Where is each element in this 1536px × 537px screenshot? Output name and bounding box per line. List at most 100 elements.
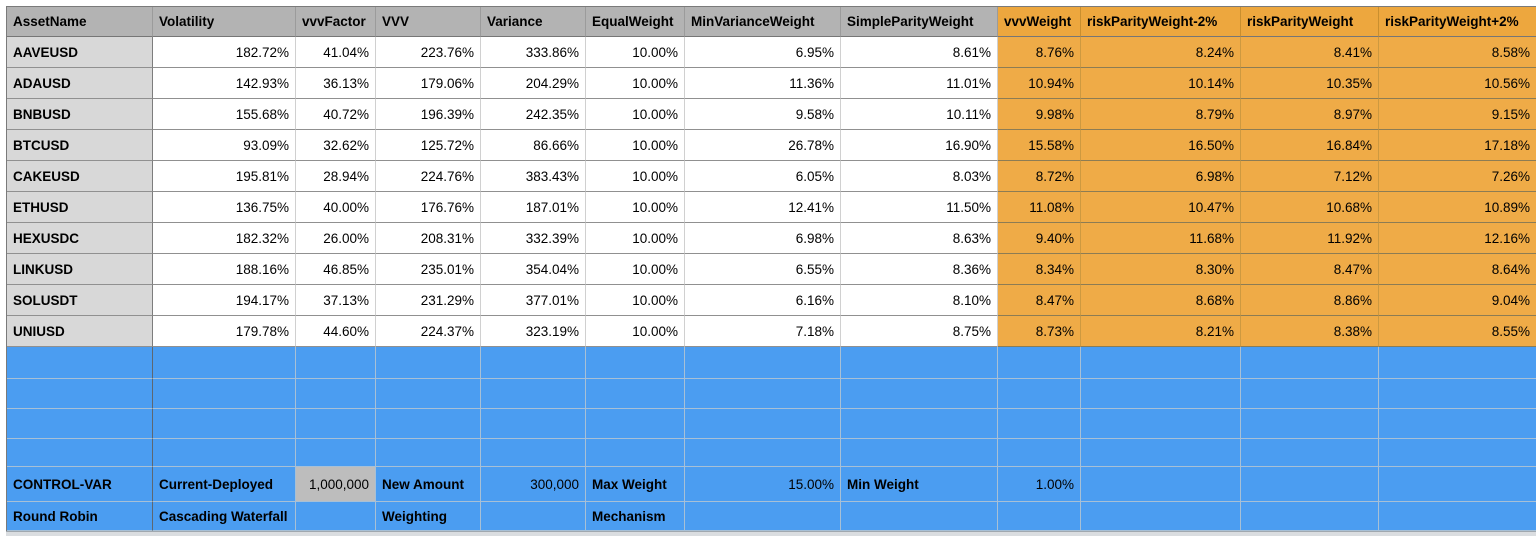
empty-cell[interactable]: [841, 379, 998, 409]
empty-cell[interactable]: [296, 379, 376, 409]
value-cell[interactable]: 93.09%: [153, 130, 296, 161]
value-cell[interactable]: 224.76%: [376, 161, 481, 192]
value-cell[interactable]: 187.01%: [481, 192, 586, 223]
empty-cell[interactable]: [998, 347, 1081, 379]
value-cell[interactable]: 11.36%: [685, 68, 841, 99]
value-cell[interactable]: 32.62%: [296, 130, 376, 161]
empty-cell[interactable]: [1241, 409, 1379, 439]
value-cell[interactable]: 155.68%: [153, 99, 296, 130]
empty-cell[interactable]: [296, 439, 376, 467]
value-cell[interactable]: 7.12%: [1241, 161, 1379, 192]
value-cell[interactable]: 26.00%: [296, 223, 376, 254]
current-deployed-input[interactable]: 1,000,000: [296, 467, 376, 502]
value-cell[interactable]: 223.76%: [376, 37, 481, 68]
new-amount-value[interactable]: 300,000: [481, 467, 586, 502]
empty-cell[interactable]: [153, 439, 296, 467]
empty-cell[interactable]: [296, 502, 376, 531]
column-header-0[interactable]: AssetName: [7, 7, 153, 37]
value-cell[interactable]: 6.16%: [685, 285, 841, 316]
value-cell[interactable]: 10.56%: [1379, 68, 1536, 99]
empty-cell[interactable]: [841, 347, 998, 379]
empty-cell[interactable]: [1379, 467, 1536, 502]
value-cell[interactable]: 332.39%: [481, 223, 586, 254]
empty-cell[interactable]: [376, 439, 481, 467]
value-cell[interactable]: 231.29%: [376, 285, 481, 316]
value-cell[interactable]: 9.04%: [1379, 285, 1536, 316]
control-var-label[interactable]: CONTROL-VAR: [7, 467, 153, 502]
empty-cell[interactable]: [153, 409, 296, 439]
value-cell[interactable]: 10.00%: [586, 37, 685, 68]
value-cell[interactable]: 36.13%: [296, 68, 376, 99]
value-cell[interactable]: 194.17%: [153, 285, 296, 316]
column-header-2[interactable]: vvvFactor: [296, 7, 376, 37]
value-cell[interactable]: 8.30%: [1081, 254, 1241, 285]
value-cell[interactable]: 10.00%: [586, 130, 685, 161]
value-cell[interactable]: 6.98%: [685, 223, 841, 254]
value-cell[interactable]: 383.43%: [481, 161, 586, 192]
value-cell[interactable]: 28.94%: [296, 161, 376, 192]
empty-cell[interactable]: [1081, 439, 1241, 467]
empty-cell[interactable]: [1241, 467, 1379, 502]
value-cell[interactable]: 10.00%: [586, 68, 685, 99]
current-deployed-label[interactable]: Current-Deployed: [153, 467, 296, 502]
empty-cell[interactable]: [296, 409, 376, 439]
empty-cell[interactable]: [7, 347, 153, 379]
empty-cell[interactable]: [7, 409, 153, 439]
value-cell[interactable]: 142.93%: [153, 68, 296, 99]
value-cell[interactable]: 15.58%: [998, 130, 1081, 161]
value-cell[interactable]: 11.92%: [1241, 223, 1379, 254]
value-cell[interactable]: 16.90%: [841, 130, 998, 161]
value-cell[interactable]: 204.29%: [481, 68, 586, 99]
column-header-7[interactable]: SimpleParityWeight: [841, 7, 998, 37]
value-cell[interactable]: 10.00%: [586, 223, 685, 254]
value-cell[interactable]: 242.35%: [481, 99, 586, 130]
value-cell[interactable]: 40.72%: [296, 99, 376, 130]
value-cell[interactable]: 8.63%: [841, 223, 998, 254]
max-weight-value[interactable]: 15.00%: [685, 467, 841, 502]
value-cell[interactable]: 8.76%: [998, 37, 1081, 68]
column-header-11[interactable]: riskParityWeight+2%: [1379, 7, 1536, 37]
value-cell[interactable]: 182.32%: [153, 223, 296, 254]
empty-cell[interactable]: [841, 439, 998, 467]
value-cell[interactable]: 195.81%: [153, 161, 296, 192]
value-cell[interactable]: 8.61%: [841, 37, 998, 68]
value-cell[interactable]: 8.79%: [1081, 99, 1241, 130]
empty-cell[interactable]: [1379, 502, 1536, 531]
asset-cell[interactable]: LINKUSD: [7, 254, 153, 285]
value-cell[interactable]: 37.13%: [296, 285, 376, 316]
column-header-1[interactable]: Volatility: [153, 7, 296, 37]
value-cell[interactable]: 377.01%: [481, 285, 586, 316]
empty-cell[interactable]: [1081, 502, 1241, 531]
empty-cell[interactable]: [376, 409, 481, 439]
column-header-4[interactable]: Variance: [481, 7, 586, 37]
value-cell[interactable]: 26.78%: [685, 130, 841, 161]
value-cell[interactable]: 7.26%: [1379, 161, 1536, 192]
empty-cell[interactable]: [376, 379, 481, 409]
value-cell[interactable]: 182.72%: [153, 37, 296, 68]
value-cell[interactable]: 8.24%: [1081, 37, 1241, 68]
empty-cell[interactable]: [1241, 439, 1379, 467]
value-cell[interactable]: 333.86%: [481, 37, 586, 68]
value-cell[interactable]: 11.01%: [841, 68, 998, 99]
empty-cell[interactable]: [296, 347, 376, 379]
value-cell[interactable]: 10.94%: [998, 68, 1081, 99]
value-cell[interactable]: 16.84%: [1241, 130, 1379, 161]
empty-cell[interactable]: [481, 409, 586, 439]
min-weight-label[interactable]: Min Weight: [841, 467, 998, 502]
value-cell[interactable]: 208.31%: [376, 223, 481, 254]
value-cell[interactable]: 8.34%: [998, 254, 1081, 285]
empty-cell[interactable]: [1379, 409, 1536, 439]
empty-cell[interactable]: [685, 502, 841, 531]
value-cell[interactable]: 6.55%: [685, 254, 841, 285]
asset-cell[interactable]: BTCUSD: [7, 130, 153, 161]
empty-cell[interactable]: [1379, 439, 1536, 467]
empty-cell[interactable]: [7, 439, 153, 467]
column-header-3[interactable]: VVV: [376, 7, 481, 37]
empty-cell[interactable]: [1241, 347, 1379, 379]
value-cell[interactable]: 8.72%: [998, 161, 1081, 192]
empty-cell[interactable]: [685, 347, 841, 379]
value-cell[interactable]: 40.00%: [296, 192, 376, 223]
value-cell[interactable]: 86.66%: [481, 130, 586, 161]
value-cell[interactable]: 9.40%: [998, 223, 1081, 254]
column-header-6[interactable]: MinVarianceWeight: [685, 7, 841, 37]
